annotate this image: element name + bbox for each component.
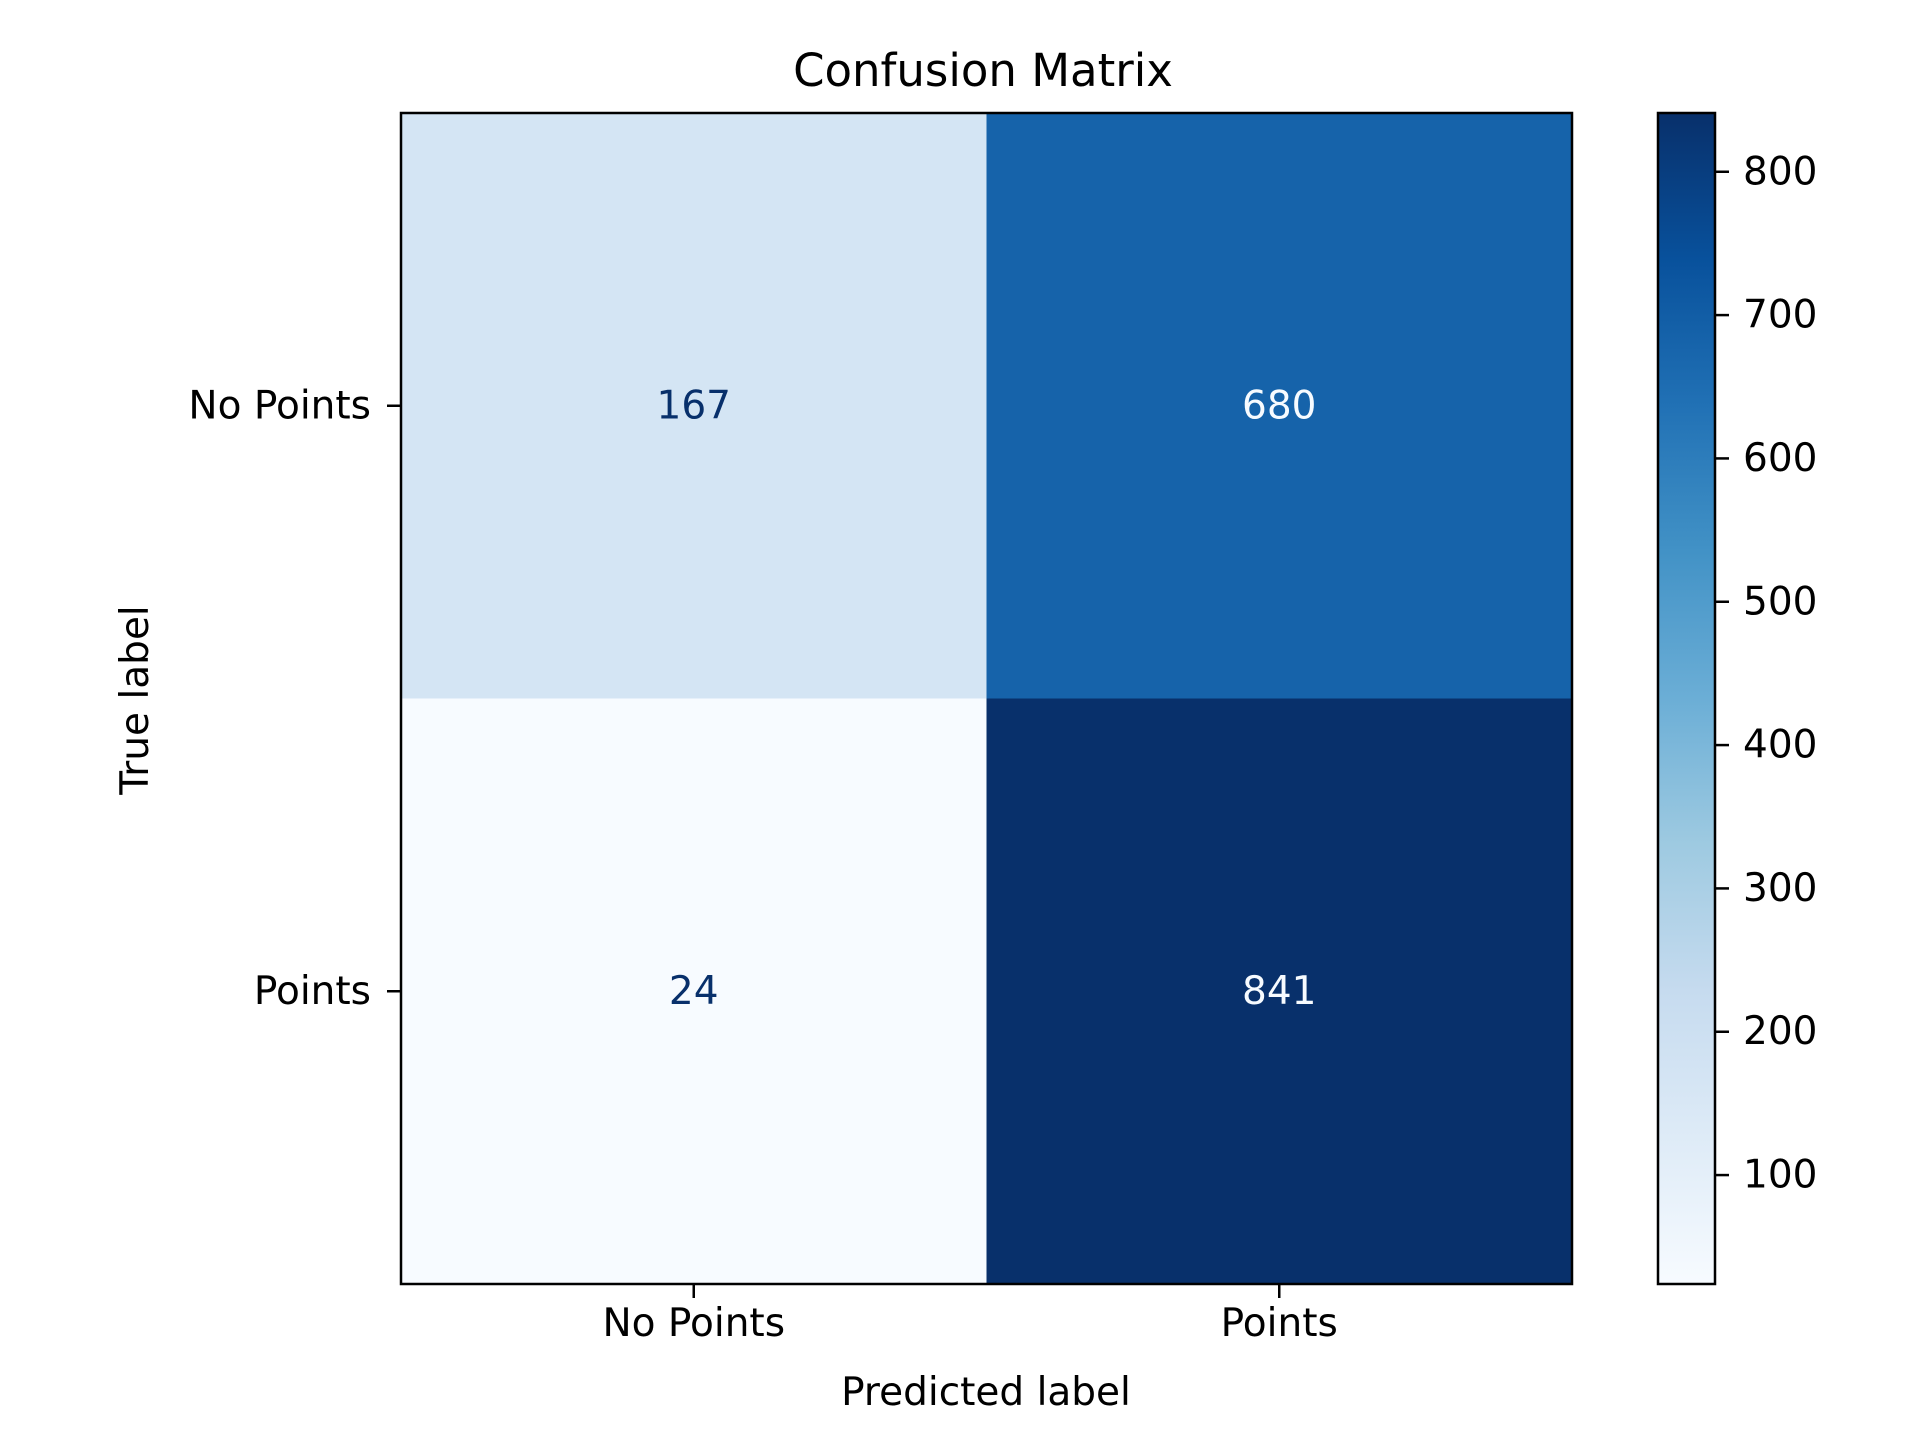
cell-value-label: 24: [669, 969, 719, 1014]
colorbar-tick-label: 100: [1743, 1153, 1817, 1198]
y-tick-label: No Points: [188, 383, 371, 428]
y-tick-label: Points: [254, 969, 371, 1014]
chart-title: Confusion Matrix: [793, 44, 1173, 97]
colorbar-tick-label: 600: [1743, 436, 1817, 481]
x-tick-label: No Points: [602, 1301, 785, 1346]
x-tick-label: Points: [1221, 1301, 1338, 1346]
cell-value-labels: 167 680 24 841: [657, 383, 1317, 1014]
heatmap-cell: [401, 698, 987, 1285]
heatmap-cell: [986, 113, 1573, 699]
colorbar-tick-label: 500: [1743, 579, 1817, 624]
colorbar-tick-label: 200: [1743, 1009, 1817, 1054]
cell-value-label: 680: [1242, 383, 1316, 428]
colorbar-ticks: 100 200 300 400 500 600 700 800: [1715, 149, 1817, 1198]
x-axis-label: Predicted label: [841, 1370, 1131, 1415]
colorbar: [1656, 111, 1717, 1286]
colorbar-tick-label: 400: [1743, 723, 1817, 768]
cell-value-label: 841: [1242, 969, 1316, 1014]
heatmap-cells: [401, 113, 1573, 1285]
y-axis-ticks: No Points Points: [188, 383, 401, 1014]
x-axis-ticks: No Points Points: [602, 1284, 1338, 1346]
cell-value-label: 167: [657, 383, 731, 428]
colorbar-tick-label: 700: [1743, 293, 1817, 338]
plot-frame: [399, 111, 1574, 1286]
y-axis-label: True label: [113, 605, 158, 796]
heatmap-cell: [986, 698, 1573, 1285]
colorbar-tick-label: 800: [1743, 149, 1817, 194]
heatmap-cell: [401, 113, 987, 699]
colorbar-tick-label: 300: [1743, 866, 1817, 911]
